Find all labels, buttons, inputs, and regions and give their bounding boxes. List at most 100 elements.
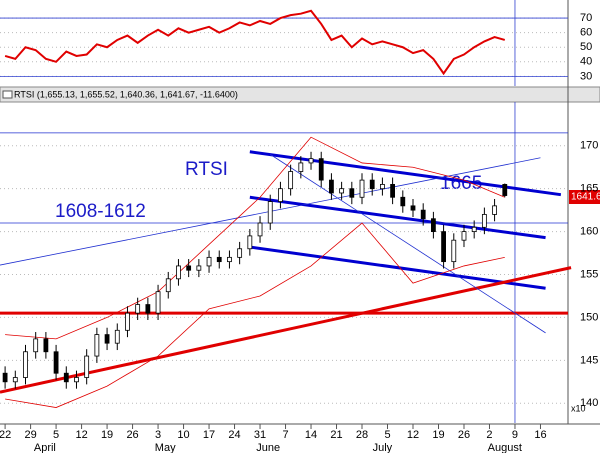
candle-body	[441, 231, 446, 263]
x-tick-label: 28	[356, 429, 368, 441]
month-label: May	[155, 442, 176, 453]
candle-body	[247, 235, 253, 250]
candle-body	[227, 256, 232, 263]
candle-body	[339, 188, 345, 194]
header-text: RTSI (1,655.13, 1,655.52, 1,640.36, 1,64…	[14, 89, 238, 99]
candle-body	[390, 183, 396, 198]
candle-body	[94, 334, 100, 357]
candle-body	[2, 372, 8, 383]
candle-body	[267, 201, 273, 224]
x-tick-label: 22	[0, 429, 11, 441]
x-tick-label: 29	[24, 429, 36, 441]
candle-body	[369, 179, 375, 190]
candle-body	[359, 179, 365, 198]
candle-body	[308, 158, 314, 164]
candle-body	[23, 351, 28, 378]
candle-body	[165, 278, 171, 293]
y-tick-label: 160	[580, 226, 598, 238]
y-tick-label: 145	[580, 354, 598, 366]
candle-body	[278, 188, 283, 202]
candle-body	[196, 265, 202, 271]
candle-body	[104, 334, 110, 344]
x-tick-label: 14	[305, 429, 317, 441]
month-label: July	[373, 442, 393, 453]
x-tick-label: 31	[254, 429, 266, 441]
candle-body	[43, 338, 49, 353]
x-tick-label: 16	[534, 429, 546, 441]
candle-body	[84, 355, 90, 378]
y-tick-label: 150	[580, 311, 598, 323]
x-tick-label: 17	[203, 429, 215, 441]
x-tick-label: 26	[126, 429, 138, 441]
candle-body	[257, 222, 263, 237]
candle-body	[502, 183, 508, 196]
x-tick-label: 19	[432, 429, 444, 441]
trend-line	[249, 245, 546, 290]
candle-body	[492, 205, 497, 215]
month-label: April	[34, 442, 56, 453]
y-tick-label: 70	[580, 12, 592, 24]
x-tick-label: 7	[282, 429, 288, 441]
price-tag-text: 1641.6	[571, 192, 600, 203]
candle-body	[206, 256, 212, 267]
candle-body	[471, 226, 477, 233]
candle-body	[74, 377, 79, 383]
annotation: 1608-1612	[55, 201, 146, 222]
trend-line	[0, 266, 572, 394]
x-tick-label: 24	[228, 429, 240, 441]
band-line	[5, 136, 505, 340]
y-tick-label: 170	[580, 140, 598, 152]
x-tick-label: 10	[177, 429, 189, 441]
candle-body	[420, 209, 426, 220]
candle-body	[298, 162, 304, 172]
y-tick-label: 30	[580, 70, 592, 82]
trend-line	[270, 154, 546, 334]
unit-note: x10	[571, 403, 586, 413]
y-tick-label: 40	[580, 56, 592, 68]
candle-body	[380, 183, 385, 190]
x-tick-label: 26	[458, 429, 470, 441]
candle-body	[12, 377, 18, 383]
candle-body	[318, 158, 324, 181]
x-tick-label: 21	[330, 429, 342, 441]
candle-body	[125, 312, 130, 331]
candle-body	[53, 351, 59, 374]
x-tick-label: 19	[101, 429, 113, 441]
candle-body	[400, 196, 406, 207]
trend-line	[249, 195, 546, 240]
y-tick-label: 140	[580, 397, 598, 409]
x-tick-label: 3	[155, 429, 161, 441]
y-tick-label: 165	[580, 183, 598, 195]
candle-body	[63, 372, 69, 383]
header-bar	[0, 86, 600, 103]
trend-line	[249, 150, 562, 197]
y-tick-label: 60	[580, 27, 592, 39]
candle-body	[216, 256, 222, 263]
candle-body	[481, 214, 487, 228]
candle-body	[329, 179, 334, 194]
x-tick-label: 2	[486, 429, 492, 441]
price-tag	[569, 190, 600, 204]
annotation: RTSI	[185, 159, 228, 180]
candle-body	[237, 248, 243, 258]
y-tick-label: 50	[580, 41, 592, 53]
x-tick-label: 12	[75, 429, 87, 441]
header-icon	[2, 90, 13, 99]
y-tick-label: 155	[580, 268, 598, 280]
candle-body	[176, 265, 181, 280]
candle-body	[186, 265, 192, 271]
candle-body	[114, 329, 120, 344]
candle-body	[430, 218, 436, 233]
candle-body	[288, 171, 294, 190]
month-label: August	[488, 442, 522, 453]
x-tick-label: 5	[384, 429, 390, 441]
band-line	[5, 222, 505, 408]
candle-body	[33, 338, 39, 353]
x-tick-label: 9	[512, 429, 518, 441]
x-tick-label: 12	[407, 429, 419, 441]
indicator-line	[4, 9, 506, 76]
candle-body	[451, 239, 457, 263]
candle-body	[145, 304, 151, 314]
